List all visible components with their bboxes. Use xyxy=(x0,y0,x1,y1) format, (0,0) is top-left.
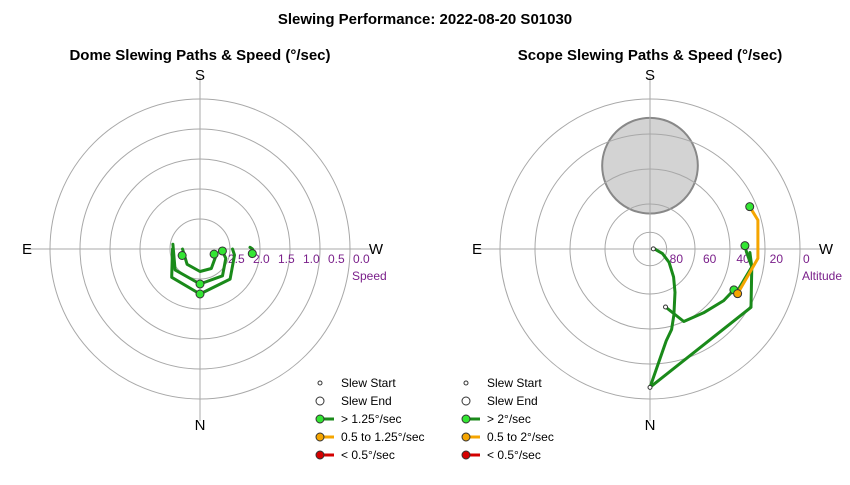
grid-ring xyxy=(604,203,696,295)
grid-ring xyxy=(139,188,261,310)
dome-axis-label: Speed xyxy=(352,269,387,283)
radial-tick-label: 0.5 xyxy=(328,252,345,266)
radial-tick-label: 0.0 xyxy=(353,252,370,266)
radial-tick-label: 1.0 xyxy=(303,252,320,266)
legend-label: Slew End xyxy=(341,394,392,408)
legend-slew-start-icon xyxy=(317,380,323,386)
radial-tick-label: 0 xyxy=(803,252,810,266)
scope-radial-ticks: 80 60 40 20 0 xyxy=(670,252,810,266)
dome-grid xyxy=(28,77,372,421)
scope-compass-east: E xyxy=(472,241,482,258)
grid-ring xyxy=(169,218,231,280)
legend-medium-icon xyxy=(315,432,325,442)
dome-legend: Slew Start Slew End > 1.25°/sec 0.5 to 1.25… xyxy=(315,376,425,462)
report-title: Slewing Performance: 2022-08-20 S01030 xyxy=(278,11,572,28)
slew-end-marker xyxy=(209,249,219,259)
slew-end-marker xyxy=(745,202,755,212)
grid-ring xyxy=(79,128,321,370)
legend-slew-start-icon xyxy=(463,380,469,386)
slew-start-marker xyxy=(663,304,669,310)
legend-slew-end-icon xyxy=(461,396,471,406)
scope-grid xyxy=(478,77,822,421)
grid-ring xyxy=(109,158,291,340)
legend-fast-icon xyxy=(461,414,471,424)
dome-compass-west: W xyxy=(369,241,384,258)
scope-compass-south: S xyxy=(645,67,655,84)
slew-path-fast xyxy=(648,247,677,389)
legend-label: 0.5 to 2°/sec xyxy=(487,430,554,444)
scope-polar-chart: Scope Slewing Paths & Speed (°/sec) S N … xyxy=(461,47,842,462)
scope-axis-label: Altitude xyxy=(802,269,842,283)
slew-start-marker xyxy=(650,246,656,252)
legend-label: < 0.5°/sec xyxy=(487,448,541,462)
radial-tick-label: 60 xyxy=(703,252,717,266)
slew-end-marker xyxy=(217,246,227,256)
dome-polar-chart: Dome Slewing Paths & Speed (°/sec) S N E… xyxy=(22,47,425,462)
dome-compass-east: E xyxy=(22,241,32,258)
dome-compass-south: S xyxy=(195,67,205,84)
legend-label: 0.5 to 1.25°/sec xyxy=(341,430,425,444)
legend-label: > 2°/sec xyxy=(487,412,531,426)
slew-path-fast xyxy=(170,247,236,296)
legend-label: Slew End xyxy=(487,394,538,408)
slew-path-fast xyxy=(664,288,736,323)
radial-tick-label: 1.5 xyxy=(278,252,295,266)
scope-compass-west: W xyxy=(819,241,834,258)
radial-tick-label: 20 xyxy=(770,252,784,266)
scope-chart-title: Scope Slewing Paths & Speed (°/sec) xyxy=(518,47,782,64)
slew-end-marker xyxy=(177,250,187,260)
legend-medium-icon xyxy=(461,432,471,442)
slew-path-medium xyxy=(736,205,760,296)
slew-end-marker xyxy=(247,249,257,259)
legend-fast-icon xyxy=(315,414,325,424)
slew-end-marker xyxy=(733,289,743,299)
slew-end-marker xyxy=(740,241,750,251)
legend-slow-icon xyxy=(461,450,471,460)
dome-compass-north: N xyxy=(195,417,206,434)
slew-path-fast xyxy=(648,244,754,389)
grid-ring xyxy=(569,168,731,330)
dome-radial-ticks: 2.5 2.0 1.5 1.0 0.5 0.0 xyxy=(228,252,370,266)
dome-paths xyxy=(170,242,257,299)
dome-chart-title: Dome Slewing Paths & Speed (°/sec) xyxy=(69,47,330,64)
grid-ring xyxy=(49,98,351,400)
slew-path-fast xyxy=(171,242,228,286)
grid-ring xyxy=(534,133,766,365)
scope-paths xyxy=(647,202,760,390)
radial-tick-label: 2.5 xyxy=(228,252,245,266)
radial-tick-label: 80 xyxy=(670,252,684,266)
slew-end-marker xyxy=(195,289,205,299)
legend-label: Slew Start xyxy=(341,376,396,390)
legend-label: < 0.5°/sec xyxy=(341,448,395,462)
grid-ring xyxy=(632,231,668,267)
legend-slew-end-icon xyxy=(315,396,325,406)
slew-end-marker xyxy=(195,279,205,289)
radial-tick-label: 2.0 xyxy=(253,252,270,266)
slew-start-marker xyxy=(647,384,653,390)
scope-legend: Slew Start Slew End > 2°/sec 0.5 to 2°/sec <… xyxy=(461,376,554,462)
grid-ring xyxy=(499,98,801,400)
legend-label: Slew Start xyxy=(487,376,542,390)
scope-compass-north: N xyxy=(645,417,656,434)
legend-label: > 1.25°/sec xyxy=(341,412,402,426)
legend-slow-icon xyxy=(315,450,325,460)
